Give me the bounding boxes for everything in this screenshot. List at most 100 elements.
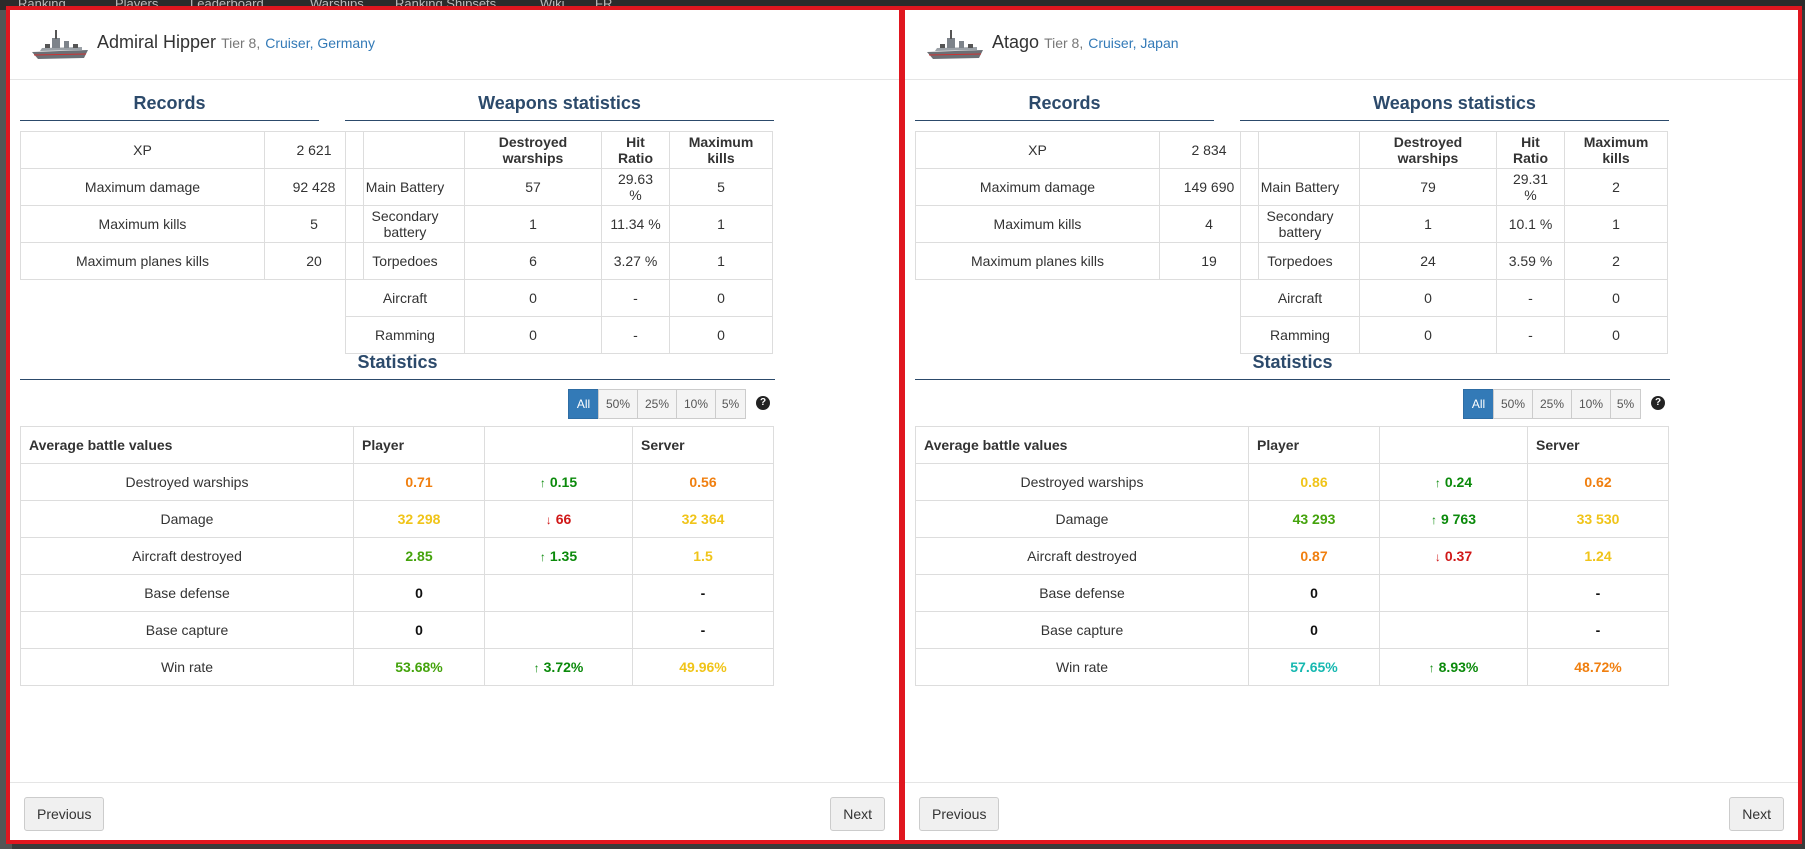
filter-button[interactable]: 10%	[1571, 389, 1611, 419]
stats-row: Base capture 0 -	[20, 611, 774, 649]
stats-row: Base capture 0 -	[915, 611, 1669, 649]
stat-player-value: 57.65%	[1248, 648, 1380, 686]
ship-panel-atago: Atago Tier 8, Cruiser, Japan Records XP 2…	[901, 6, 1802, 844]
next-button[interactable]: Next	[830, 797, 885, 831]
background-nav-strip: Ranking Players Leaderboard Warships Ran…	[0, 0, 1805, 11]
weapon-name: Main Battery	[1240, 168, 1360, 206]
weapons-row: Torpedoes 6 3.27 % 1	[345, 242, 773, 280]
ship-class-link[interactable]: Cruiser	[1088, 35, 1133, 51]
weapons-title: Weapons statistics	[345, 93, 774, 121]
stat-difference-value: 0.37	[1444, 548, 1473, 564]
stat-server-value: 48.72%	[1527, 648, 1669, 686]
stat-label: Base defense	[20, 574, 354, 612]
weapons-column-header	[1240, 131, 1360, 169]
stat-difference: ↑ 0.15	[484, 463, 633, 501]
ship-nation-link[interactable]: Germany	[317, 35, 375, 51]
weapon-max: 0	[1564, 279, 1668, 317]
weapon-destroyed: 0	[464, 279, 602, 317]
filter-button[interactable]: 25%	[1532, 389, 1572, 419]
filter-button[interactable]: 25%	[637, 389, 677, 419]
arrow-up-icon: ↑	[1434, 476, 1441, 490]
weapon-destroyed: 24	[1359, 242, 1497, 280]
weapons-row: Secondary battery 1 11.34 % 1	[345, 205, 773, 243]
ship-panel-admiral-hipper: Admiral Hipper Tier 8, Cruiser, Germany …	[6, 6, 903, 844]
ship-title: Atago Tier 8, Cruiser, Japan	[992, 32, 1179, 53]
weapons-row: Ramming 0-0	[1240, 316, 1668, 354]
statistics-table: Average battle values Player Server Destro…	[915, 426, 1669, 686]
weapons-row: Secondary battery 1 10.1 % 1	[1240, 205, 1668, 243]
weapon-max: 0	[669, 279, 773, 317]
stats-row: Win rate 53.68% ↑ 3.72% 49.96%	[20, 648, 774, 686]
stat-difference-value: 0.24	[1444, 474, 1473, 490]
bg-tab[interactable]: Ranking Shipsets	[395, 0, 496, 11]
ship-class-link[interactable]: Cruiser	[265, 35, 310, 51]
stats-column-header	[1379, 426, 1528, 464]
weapon-max: 0	[1564, 316, 1668, 354]
previous-button[interactable]: Previous	[919, 797, 1000, 831]
stat-player-value: 53.68%	[353, 648, 485, 686]
stats-row: Aircraft destroyed 0.87 ↓ 0.37 1.24	[915, 537, 1669, 575]
stats-header-row: Average battle values Player Server	[915, 426, 1669, 464]
bg-tab[interactable]: Wiki	[540, 0, 565, 11]
weapon-destroyed: 57	[464, 168, 602, 206]
bg-tab[interactable]: Warships	[310, 0, 364, 11]
weapon-destroyed: 6	[464, 242, 602, 280]
filter-button[interactable]: All	[1463, 389, 1494, 419]
stat-label: Aircraft destroyed	[20, 537, 354, 575]
weapon-name: Aircraft	[345, 279, 465, 317]
stats-header-row: Average battle values Player Server	[20, 426, 774, 464]
stat-difference-value: 8.93%	[1438, 659, 1479, 675]
weapon-name: Ramming	[345, 316, 465, 354]
question-icon[interactable]: ?	[1651, 396, 1665, 410]
ship-nation-link[interactable]: Japan	[1140, 35, 1179, 51]
filter-button[interactable]: 50%	[598, 389, 638, 419]
stats-row: Damage 43 293 ↑ 9 763 33 530	[915, 500, 1669, 538]
stat-player-value: 32 298	[353, 500, 485, 538]
stat-difference-value: 66	[555, 511, 572, 527]
records-table: XP 2 834 Maximum damage 149 690 Maximum kill…	[915, 131, 1259, 280]
question-icon[interactable]: ?	[756, 396, 770, 410]
weapons-header-row: Destroyed warships Hit Ratio Maximum kills	[1240, 131, 1668, 169]
stat-server-value: 33 530	[1527, 500, 1669, 538]
next-button[interactable]: Next	[1729, 797, 1784, 831]
ship-title: Admiral Hipper Tier 8, Cruiser, Germany	[97, 32, 375, 53]
stats-row: Destroyed warships 0.86 ↑ 0.24 0.62	[915, 463, 1669, 501]
weapon-hit: 29.31 %	[1496, 168, 1565, 206]
stats-column-header: Average battle values	[915, 426, 1249, 464]
stat-difference-value: 0.15	[549, 474, 578, 490]
stat-label: Aircraft destroyed	[915, 537, 1249, 575]
panel-header: Admiral Hipper Tier 8, Cruiser, Germany	[10, 10, 899, 80]
bg-tab[interactable]: Ranking	[18, 0, 66, 11]
stat-difference	[1379, 611, 1528, 649]
stats-column-header: Server	[632, 426, 774, 464]
stat-server-value: -	[632, 574, 774, 612]
weapon-max: 1	[1564, 205, 1668, 243]
stat-label: Damage	[915, 500, 1249, 538]
bg-tab[interactable]: Players	[115, 0, 158, 11]
arrow-up-icon: ↑	[1430, 513, 1437, 527]
weapons-table: Destroyed warships Hit Ratio Maximum kills…	[345, 131, 773, 354]
weapon-max: 2	[1564, 168, 1668, 206]
previous-button[interactable]: Previous	[24, 797, 105, 831]
filter-button[interactable]: 5%	[715, 389, 746, 419]
filter-button[interactable]: All	[568, 389, 599, 419]
weapon-max: 0	[669, 316, 773, 354]
statistics-title: Statistics	[20, 352, 775, 380]
stat-server-value: 1.24	[1527, 537, 1669, 575]
stats-row: Damage 32 298 ↓ 66 32 364	[20, 500, 774, 538]
filter-button[interactable]: 50%	[1493, 389, 1533, 419]
filter-button[interactable]: 5%	[1610, 389, 1641, 419]
stats-row: Win rate 57.65% ↑ 8.93% 48.72%	[915, 648, 1669, 686]
stat-difference: ↓ 66	[484, 500, 633, 538]
record-label: Maximum kills	[20, 205, 265, 243]
stat-difference: ↑ 3.72%	[484, 648, 633, 686]
percentile-filter: All 50% 25% 10% 5%	[568, 389, 746, 419]
filter-button[interactable]: 10%	[676, 389, 716, 419]
stat-difference: ↑ 1.35	[484, 537, 633, 575]
bg-tab[interactable]: FR	[595, 0, 612, 11]
comma: ,	[1132, 35, 1141, 51]
bg-tab[interactable]: Leaderboard	[190, 0, 264, 11]
stat-server-value: 1.5	[632, 537, 774, 575]
stat-label: Base capture	[20, 611, 354, 649]
weapon-max: 5	[669, 168, 773, 206]
